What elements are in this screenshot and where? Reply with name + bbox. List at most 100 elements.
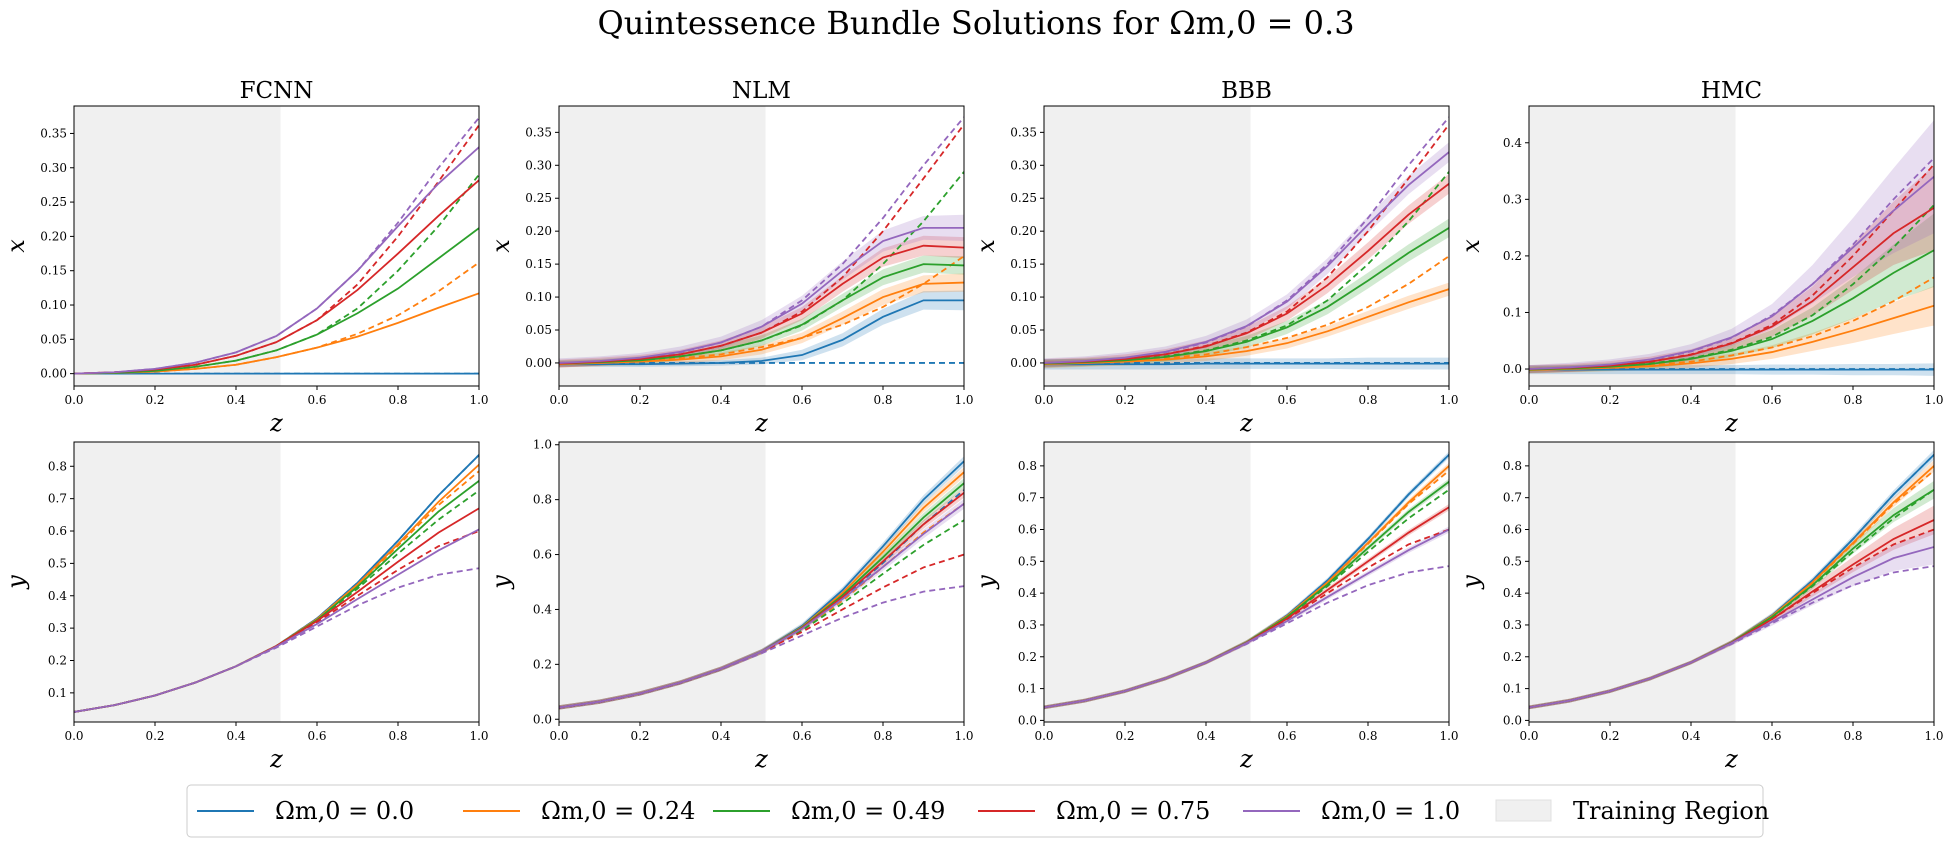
y-tick-label: 0.2 [533,657,552,671]
prediction-line-2 [1044,288,1449,366]
y-tick-label: 0.8 [533,493,552,507]
prediction-line-4 [1529,207,1934,370]
y-tick-label: 0.25 [525,191,552,205]
prediction-line-5 [1529,176,1934,370]
y-tick-label: 0.2 [1503,249,1522,263]
y-tick-label: 0.3 [1503,192,1522,206]
panels: 0.0 0.2 0.4 0.6 0.8 1.0 0.00 0.05 0.10 0.15 0.20 0.… [2,78,1944,773]
legend-label-2: Ωm,0 = 0.24 [541,797,695,825]
panel-title: NLM [732,78,791,104]
y-tick-label: 0.30 [525,158,552,172]
x-tick-label: 0.0 [64,393,83,407]
y-tick-label: 0.15 [40,264,67,278]
prediction-line-2 [559,281,964,366]
x-tick-label: 0.0 [549,729,568,743]
x-tick-label: 0.6 [307,393,326,407]
x-tick-label: 0.4 [226,393,245,407]
x-tick-label: 0.4 [226,729,245,743]
panel-2: 0.0 0.2 0.4 0.6 0.8 1.0 0.00 0.05 0.10 0.15 0.20 0.… [487,78,974,437]
x-tick-label: 0.4 [711,729,730,743]
y-tick-label: 0.7 [1503,491,1522,505]
axes-frame [1528,105,1935,387]
y-tick-label: 0.2 [48,653,67,667]
x-tick-label: 0.0 [1519,393,1538,407]
prediction-line-4 [1044,183,1449,364]
y-tick-label: 0.6 [1018,523,1037,537]
y-tick-label: 0.0 [1018,713,1037,727]
y-axis-label: y [972,575,1000,590]
y-tick-label: 0.30 [40,161,67,175]
panel-8: 0.0 0.2 0.4 0.6 0.8 1.0 0.0 0.1 0.2 0.3 0.4 0.5 0.6 0… [1457,441,1944,773]
panel-7: 0.0 0.2 0.4 0.6 0.8 1.0 0.0 0.1 0.2 0.3 0.4 0.5 0.6 0… [972,441,1459,773]
panel-title: BBB [1221,78,1272,104]
y-axis-label: x [2,239,30,253]
x-tick-label: 0.6 [1762,393,1781,407]
prediction-line-5 [1044,151,1449,364]
x-tick-label: 1.0 [469,393,488,407]
x-axis-label: z [1724,409,1738,437]
y-tick-label: 0.4 [1503,136,1522,150]
x-tick-label: 0.8 [873,729,892,743]
x-axis-label: z [269,745,283,773]
y-tick-label: 0.0 [1503,362,1522,376]
y-tick-label: 0.20 [1010,224,1037,238]
y-tick-label: 0.10 [40,298,67,312]
y-tick-label: 0.3 [1503,618,1522,632]
y-axis-label: x [972,239,1000,253]
uncertainty-band-4 [1044,173,1449,367]
y-tick-label: 0.7 [48,492,67,506]
y-tick-label: 0.4 [1018,586,1037,600]
x-tick-label: 0.8 [388,393,407,407]
plot-area [559,456,964,710]
plot-area [1044,451,1449,710]
prediction-line-3 [559,263,964,365]
x-axis-label: z [1724,745,1738,773]
panel-4: 0.0 0.2 0.4 0.6 0.8 1.0 0.0 0.1 0.2 0.3 0.4 HMC z x [1457,78,1944,437]
x-axis-label: z [1239,409,1253,437]
prediction-line-5 [1044,528,1449,709]
uncertainty-band-4 [1529,165,1934,373]
x-tick-label: 0.4 [1196,729,1215,743]
panel-5: 0.0 0.2 0.4 0.6 0.8 1.0 0.1 0.2 0.3 0.4 0.5 0.6 0.7 0… [2,441,489,773]
panel-3: 0.0 0.2 0.4 0.6 0.8 1.0 0.00 0.05 0.10 0.15 0.20 0.… [972,78,1459,437]
y-tick-label: 0.2 [1018,650,1037,664]
x-tick-label: 1.0 [469,729,488,743]
x-axis-label: z [754,745,768,773]
uncertainty-band-1 [559,290,964,367]
y-tick-label: 0.10 [1010,290,1037,304]
y-tick-label: 0.1 [48,686,67,700]
y-tick-label: 0.5 [1018,554,1037,568]
y-tick-label: 0.20 [525,224,552,238]
x-tick-label: 0.2 [145,393,164,407]
axes-frame [73,441,480,723]
y-tick-label: 0.7 [1018,491,1037,505]
y-tick-label: 0.1 [1018,682,1037,696]
uncertainty-band-4 [559,235,964,368]
legend-training-swatch [1495,799,1552,822]
uncertainty-band-5 [1044,142,1449,368]
x-tick-label: 0.8 [1843,393,1862,407]
x-tick-label: 0.6 [792,393,811,407]
y-axis-label: y [487,575,515,590]
x-tick-label: 0.0 [1034,393,1053,407]
x-axis-label: z [754,409,768,437]
prediction-line-5 [559,503,964,709]
prediction-line-5 [74,528,479,713]
y-axis-label: x [1457,239,1485,253]
prediction-line-2 [1529,304,1934,372]
x-tick-label: 1.0 [1924,729,1943,743]
x-tick-label: 0.4 [711,393,730,407]
y-tick-label: 0.05 [1010,323,1037,337]
x-tick-label: 0.6 [792,729,811,743]
analytic-line-4 [74,124,479,375]
y-tick-label: 0.15 [1010,257,1037,271]
prediction-line-5 [1529,546,1934,709]
axes-frame [1043,441,1450,723]
y-tick-label: 0.05 [525,323,552,337]
x-tick-label: 0.6 [1277,729,1296,743]
analytic-line-3 [1044,171,1449,364]
y-axis-label: y [1457,575,1485,590]
x-tick-label: 0.2 [1600,393,1619,407]
uncertainty-band-5 [559,214,964,368]
